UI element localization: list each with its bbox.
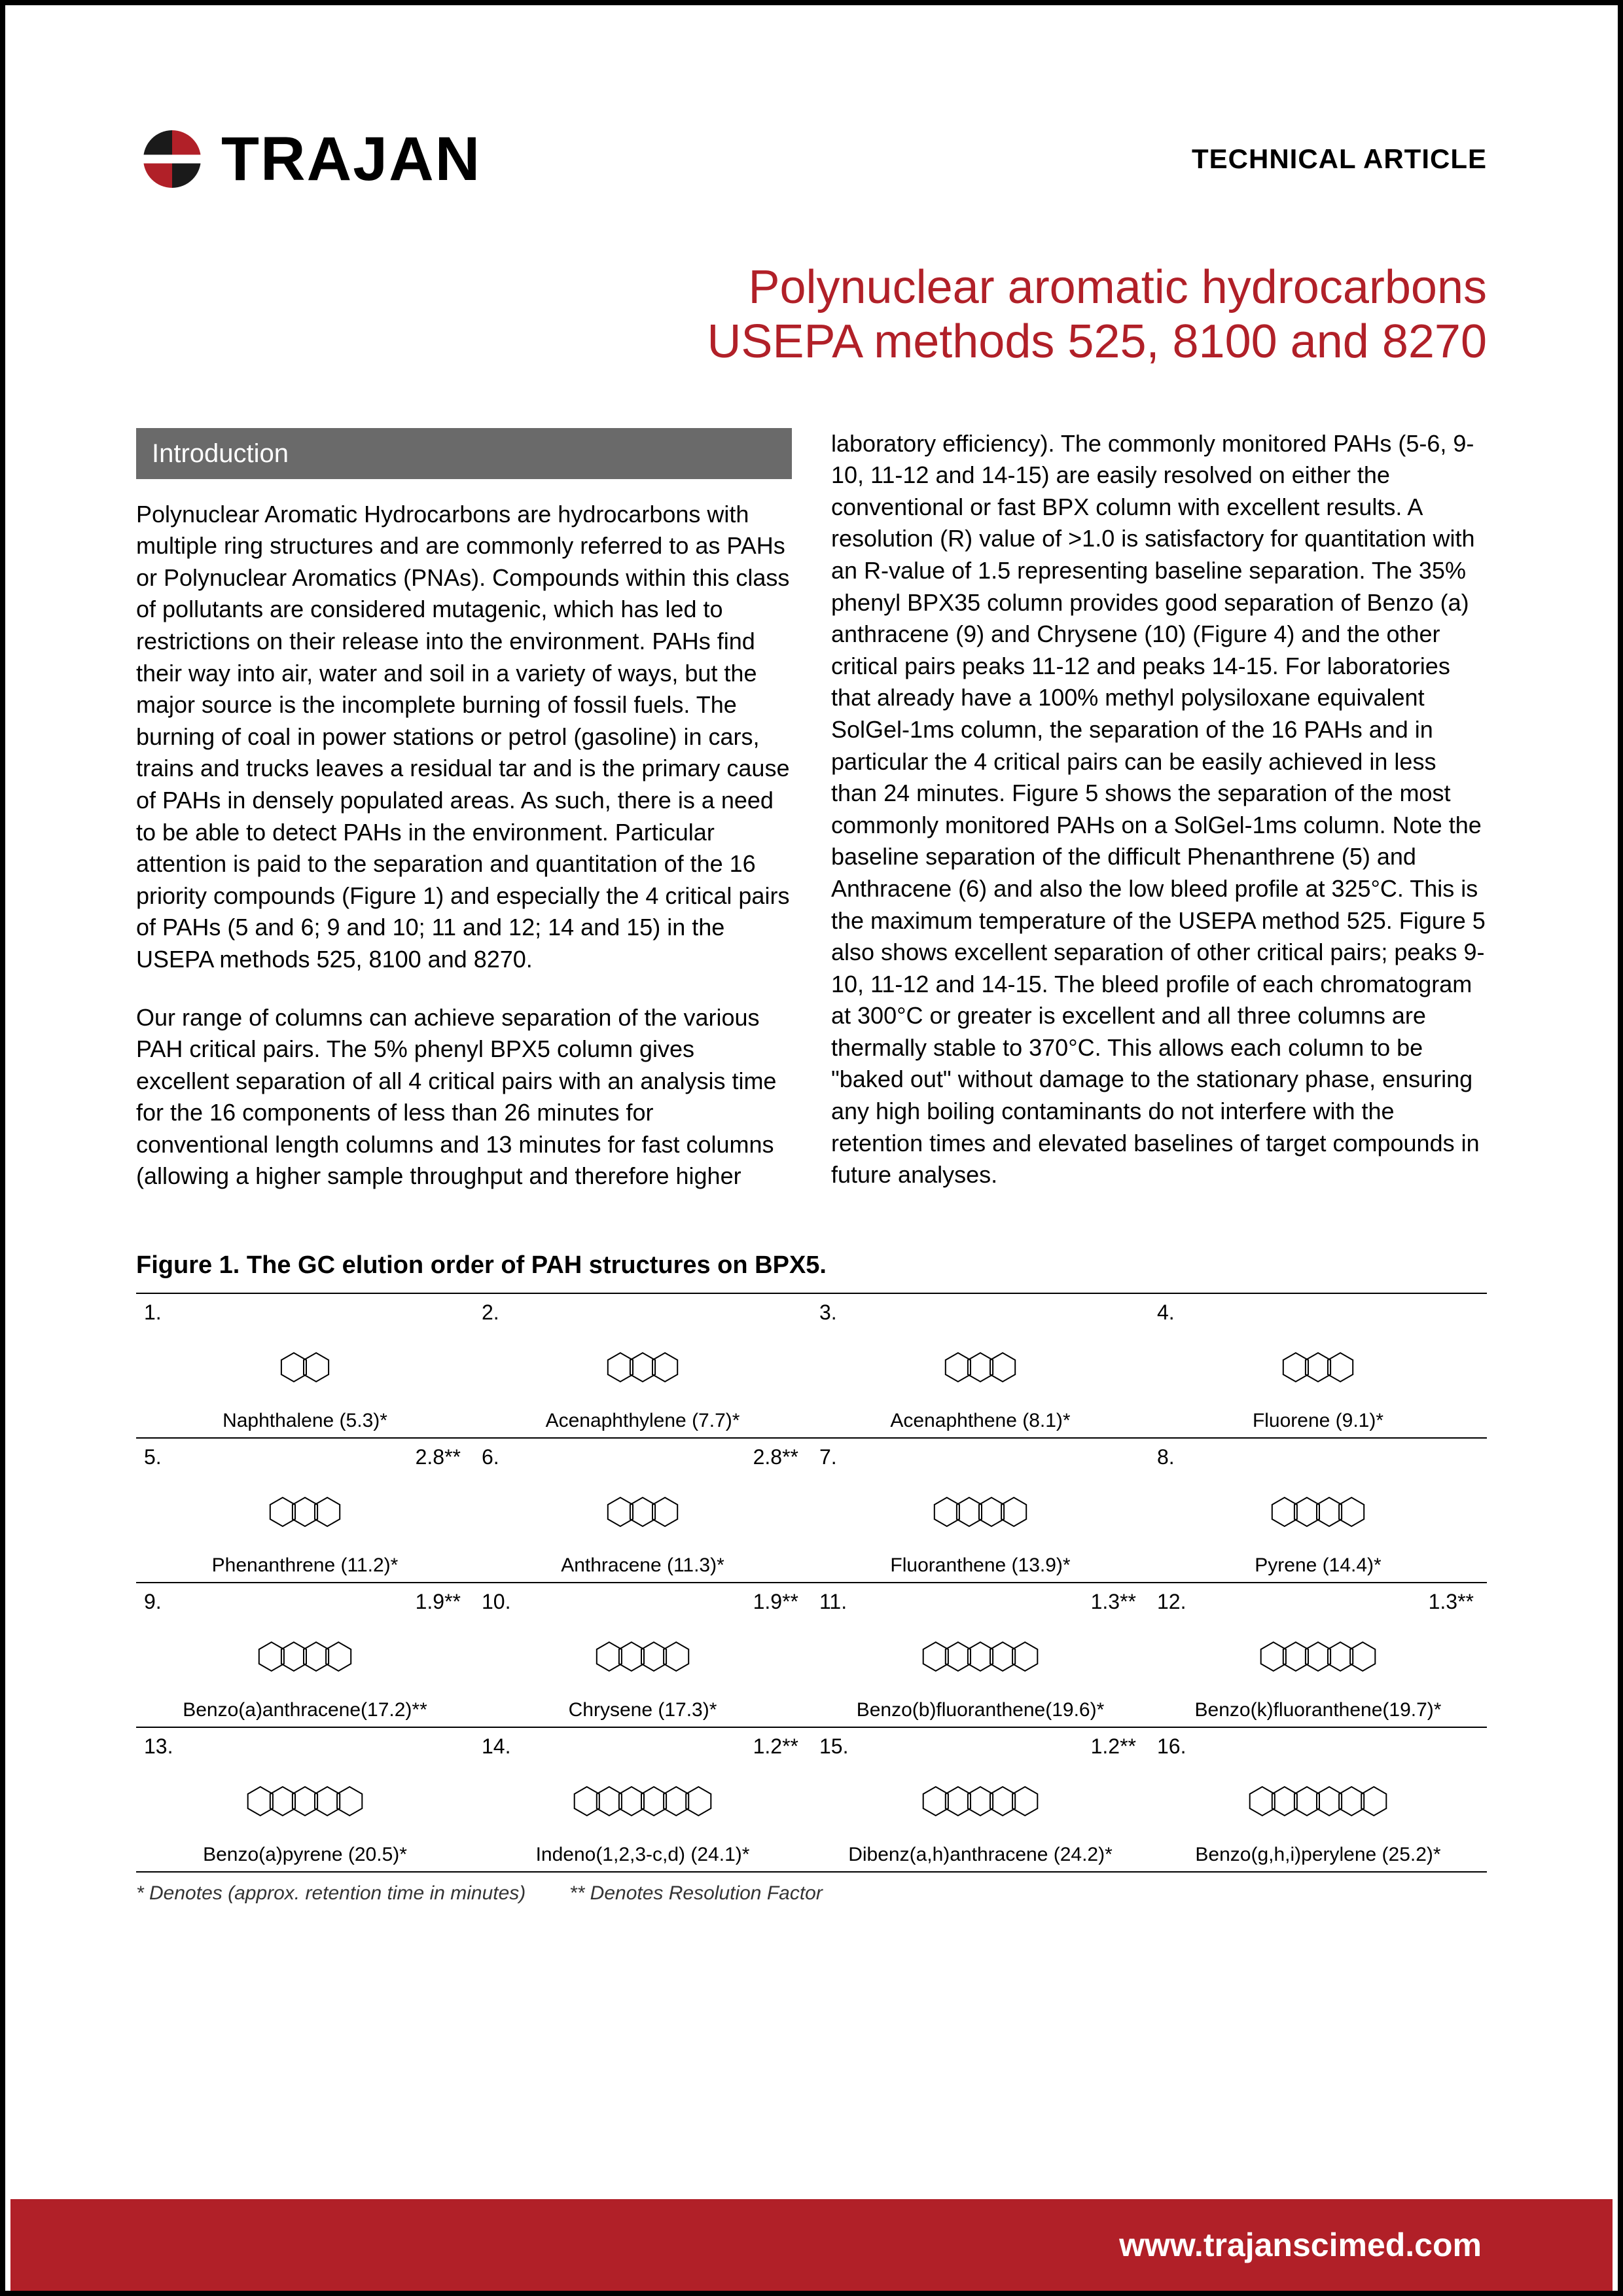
compound-number: 1. [144, 1300, 466, 1325]
compound-cell: 1. Naphthalene (5.3)* [136, 1294, 474, 1437]
structure-icon [144, 1469, 466, 1554]
figure-1-table: 1. Naphthalene (5.3)* 2. Acenaphthylene (7.… [136, 1293, 1487, 1873]
resolution-factor: 1.2** [1091, 1734, 1136, 1759]
compound-cell: 7. Fluoranthene (13.9)* [812, 1439, 1149, 1582]
structure-icon [1157, 1614, 1479, 1699]
document-type: TECHNICAL ARTICLE [1192, 143, 1487, 175]
compound-cell: 9.1.9**Benzo(a)anthracene(17.2)** [136, 1583, 474, 1727]
brand-logo: TRAJAN [136, 123, 481, 195]
footnote-resolution: ** Denotes Resolution Factor [569, 1882, 823, 1904]
resolution-factor: 1.2** [753, 1734, 798, 1759]
compound-cell: 6.2.8**Anthracene (11.3)* [474, 1439, 812, 1582]
compound-number: 4. [1157, 1300, 1479, 1325]
compound-cell: 16. Benzo(g,h,i)perylene (25.2)* [1149, 1728, 1487, 1871]
footnote-retention: * Denotes (approx. retention time in min… [136, 1882, 526, 1904]
compound-name: Acenaphthylene (7.7)* [482, 1410, 804, 1432]
structure-icon [1157, 1325, 1479, 1410]
title-line-2: USEPA methods 525, 8100 and 8270 [707, 315, 1487, 368]
compound-name: Pyrene (14.4)* [1157, 1554, 1479, 1577]
compound-name: Phenanthrene (11.2)* [144, 1554, 466, 1577]
article-title: Polynuclear aromatic hydrocarbons USEPA … [136, 260, 1487, 369]
compound-name: Indeno(1,2,3-c,d) (24.1)* [482, 1844, 804, 1866]
footer-url: www.trajanscimed.com [1119, 2226, 1482, 2264]
section-header-introduction: Introduction [136, 428, 792, 479]
structure-icon [144, 1614, 466, 1699]
compound-number: 3. [819, 1300, 1141, 1325]
compound-cell: 4. Fluorene (9.1)* [1149, 1294, 1487, 1437]
compound-cell: 3. Acenaphthene (8.1)* [812, 1294, 1149, 1437]
figure-footnote: * Denotes (approx. retention time in min… [136, 1882, 1487, 1905]
compound-cell: 2. Acenaphthylene (7.7)* [474, 1294, 812, 1437]
compound-name: Benzo(g,h,i)perylene (25.2)* [1157, 1844, 1479, 1866]
right-column: laboratory efficiency). The commonly mon… [831, 428, 1487, 1219]
compound-name: Anthracene (11.3)* [482, 1554, 804, 1577]
compound-name: Benzo(a)pyrene (20.5)* [144, 1844, 466, 1866]
compound-cell: 12.1.3**Benzo(k)fluoranthene(19.7)* [1149, 1583, 1487, 1727]
compound-cell: 8. Pyrene (14.4)* [1149, 1439, 1487, 1582]
footer-bar: www.trajanscimed.com [10, 2199, 1613, 2291]
resolution-factor: 1.3** [1091, 1590, 1136, 1614]
resolution-factor: 1.9** [416, 1590, 461, 1614]
header-row: TRAJAN TECHNICAL ARTICLE [136, 123, 1487, 195]
compound-name: Benzo(k)fluoranthene(19.7)* [1157, 1699, 1479, 1721]
compound-cell: 15.1.2**Dibenz(a,h)anthracene (24.2)* [812, 1728, 1149, 1871]
compound-name: Benzo(a)anthracene(17.2)** [144, 1699, 466, 1721]
structure-icon [819, 1759, 1141, 1844]
compound-cell: 11.1.3**Benzo(b)fluoranthene(19.6)* [812, 1583, 1149, 1727]
structure-icon [819, 1325, 1141, 1410]
compound-cell: 13. Benzo(a)pyrene (20.5)* [136, 1728, 474, 1871]
compound-name: Fluoranthene (13.9)* [819, 1554, 1141, 1577]
structure-icon [482, 1759, 804, 1844]
body-columns: Introduction Polynuclear Aromatic Hydroc… [136, 428, 1487, 1219]
paragraph-1: Polynuclear Aromatic Hydrocarbons are hy… [136, 499, 792, 976]
figure-row: 13.Benzo(a)pyrene (20.5)*14.1.2**Indeno(… [136, 1728, 1487, 1873]
paragraph-3: laboratory efficiency). The commonly mon… [831, 428, 1487, 1191]
structure-icon [482, 1325, 804, 1410]
figure-row: 9.1.9**Benzo(a)anthracene(17.2)**10.1.9*… [136, 1583, 1487, 1728]
compound-cell: 14.1.2**Indeno(1,2,3-c,d) (24.1)* [474, 1728, 812, 1871]
structure-icon [819, 1469, 1141, 1554]
compound-cell: 5.2.8**Phenanthrene (11.2)* [136, 1439, 474, 1582]
resolution-factor: 1.9** [753, 1590, 798, 1614]
figure-1-title: Figure 1. The GC elution order of PAH st… [136, 1251, 1487, 1280]
structure-icon [819, 1614, 1141, 1699]
compound-name: Acenaphthene (8.1)* [819, 1410, 1141, 1432]
brand-name: TRAJAN [221, 124, 481, 195]
compound-name: Dibenz(a,h)anthracene (24.2)* [819, 1844, 1141, 1866]
structure-icon [144, 1759, 466, 1844]
resolution-factor: 1.3** [1429, 1590, 1474, 1614]
structure-icon [1157, 1759, 1479, 1844]
structure-icon [144, 1325, 466, 1410]
compound-name: Benzo(b)fluoranthene(19.6)* [819, 1699, 1141, 1721]
structure-icon [482, 1469, 804, 1554]
resolution-factor: 2.8** [753, 1445, 798, 1469]
compound-name: Fluorene (9.1)* [1157, 1410, 1479, 1432]
compound-number: 8. [1157, 1445, 1479, 1469]
paragraph-2: Our range of columns can achieve separat… [136, 1002, 792, 1193]
compound-number: 2. [482, 1300, 804, 1325]
structure-icon [482, 1614, 804, 1699]
compound-number: 7. [819, 1445, 1141, 1469]
structure-icon [1157, 1469, 1479, 1554]
left-column: Introduction Polynuclear Aromatic Hydroc… [136, 428, 792, 1219]
resolution-factor: 2.8** [416, 1445, 461, 1469]
compound-number: 13. [144, 1734, 466, 1759]
compound-cell: 10.1.9**Chrysene (17.3)* [474, 1583, 812, 1727]
figure-row: 5.2.8**Phenanthrene (11.2)*6.2.8**Anthra… [136, 1439, 1487, 1583]
title-line-1: Polynuclear aromatic hydrocarbons [748, 261, 1487, 314]
compound-number: 16. [1157, 1734, 1479, 1759]
figure-row: 1. Naphthalene (5.3)* 2. Acenaphthylene (7.… [136, 1294, 1487, 1439]
compound-name: Chrysene (17.3)* [482, 1699, 804, 1721]
compound-name: Naphthalene (5.3)* [144, 1410, 466, 1432]
logo-mark-icon [136, 123, 208, 195]
